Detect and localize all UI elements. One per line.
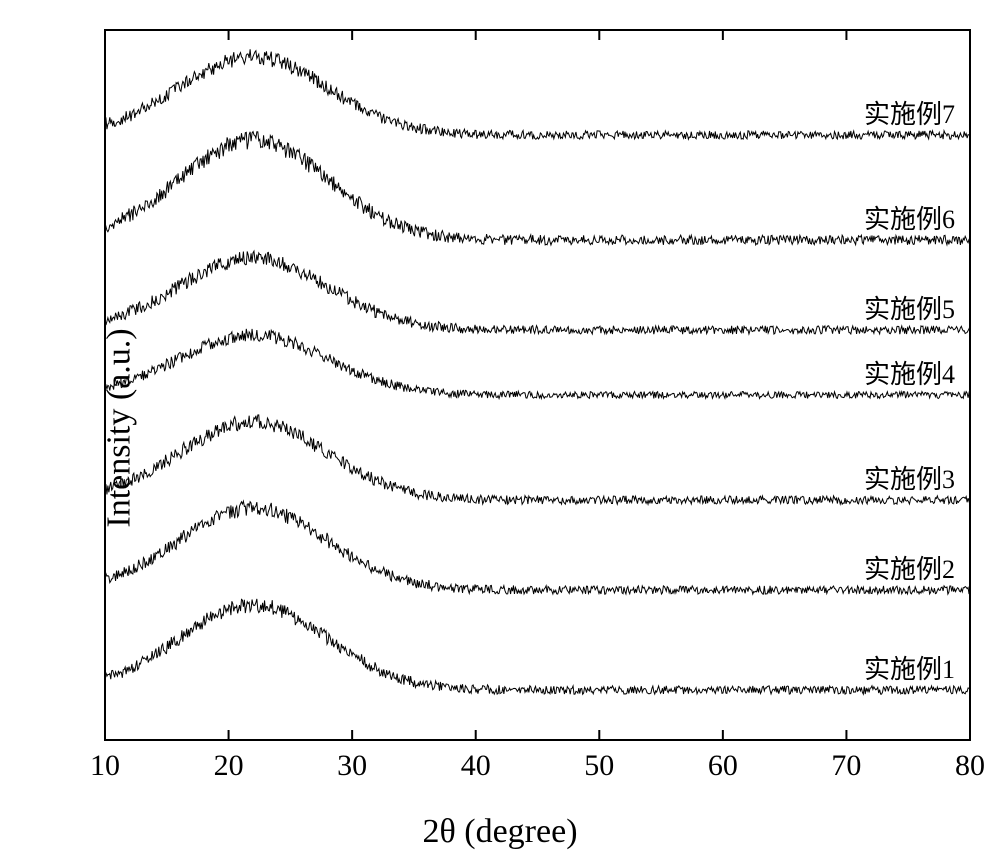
xrd-trace-7 — [105, 49, 970, 139]
x-tick-label: 30 — [337, 749, 367, 782]
series-label-6: 实施例6 — [864, 205, 955, 234]
series-label-4: 实施例4 — [864, 360, 955, 389]
x-axis-label: 2θ (degree) — [422, 813, 577, 851]
xrd-trace-1 — [105, 599, 970, 694]
xrd-trace-4 — [105, 329, 970, 399]
y-axis-label: Intensity (a.u.) — [101, 328, 139, 527]
xrd-trace-6 — [105, 132, 970, 245]
x-tick-label: 50 — [584, 749, 614, 782]
xrd-trace-3 — [105, 415, 970, 504]
x-tick-label: 70 — [831, 749, 861, 782]
series-label-7: 实施例7 — [864, 100, 955, 129]
series-label-2: 实施例2 — [864, 555, 955, 584]
series-label-5: 实施例5 — [864, 295, 955, 324]
xrd-trace-5 — [105, 251, 970, 334]
plot-area: 10 20 30 40 50 60 70 80 实施例1 实施例2 实施例3 实施例4 实施例5 实施例6… — [0, 0, 1000, 800]
xrd-trace-2 — [105, 501, 970, 594]
x-tick-label: 40 — [461, 749, 491, 782]
x-tick-label: 10 — [90, 749, 120, 782]
x-tick-label: 20 — [214, 749, 244, 782]
x-tick-label: 60 — [708, 749, 738, 782]
x-tick-label: 80 — [955, 749, 985, 782]
xrd-chart: Intensity (a.u.) 10 20 30 40 50 60 70 80 实施例1 实施例… — [0, 0, 1000, 856]
series-label-1: 实施例1 — [864, 655, 955, 684]
series-label-3: 实施例3 — [864, 465, 955, 494]
